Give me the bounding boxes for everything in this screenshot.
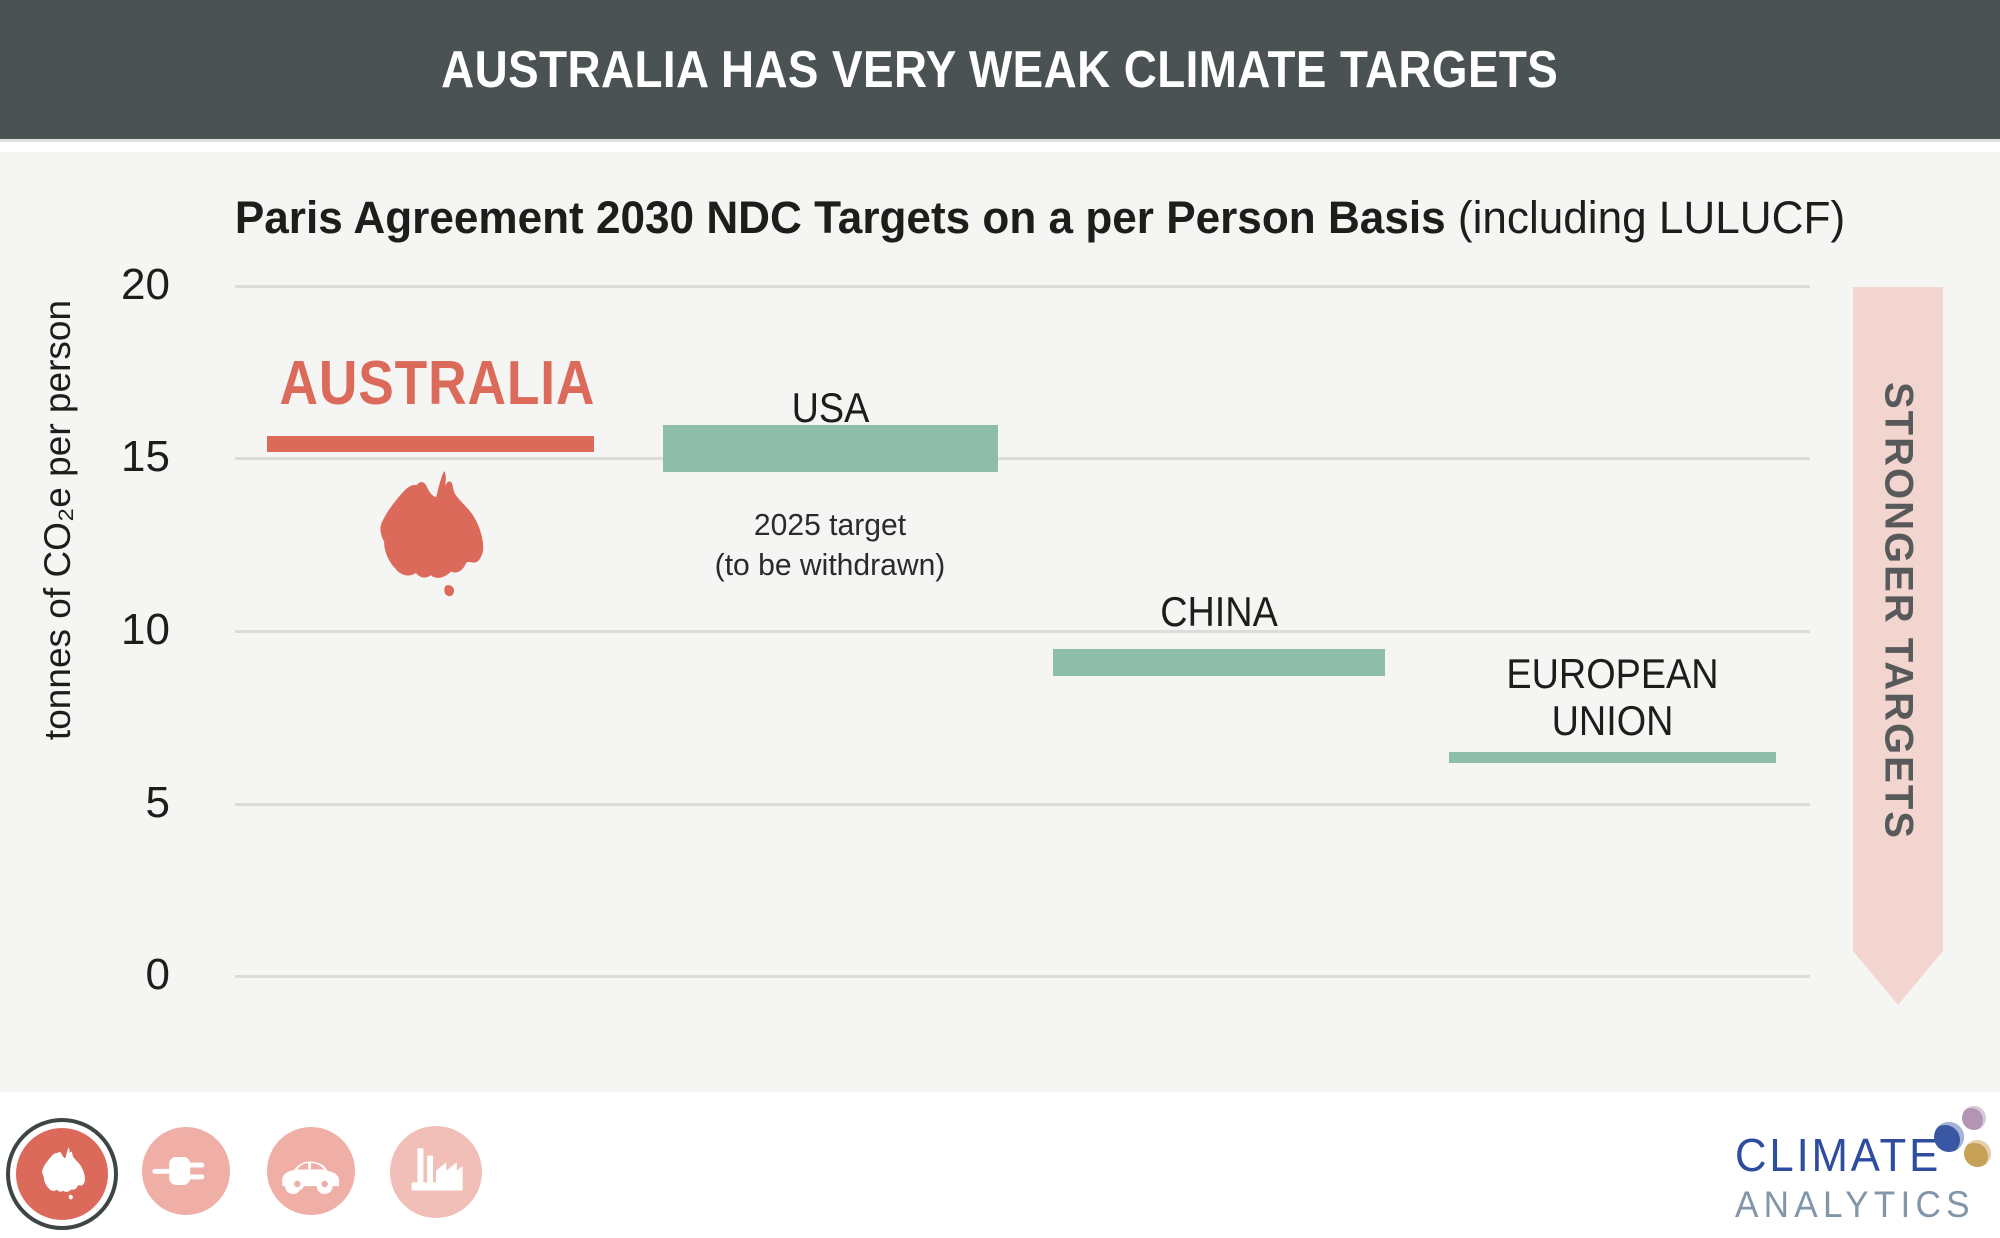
factory-icon xyxy=(390,1126,482,1218)
label-usa: USA xyxy=(791,384,870,431)
globe-gold-icon xyxy=(1964,1140,1991,1167)
label-china: CHINA xyxy=(1160,588,1278,635)
y-tick-10: 10 xyxy=(121,605,170,654)
gridline-0 xyxy=(235,975,1810,978)
bar-european-union xyxy=(1449,752,1776,763)
bar-australia xyxy=(267,436,594,452)
bar-china xyxy=(1053,649,1385,676)
usa-annotation-line1: 2025 target xyxy=(753,507,907,542)
bar-usa xyxy=(663,425,998,472)
label-eu-line1: EUROPEAN xyxy=(1506,650,1719,697)
australia-map-silhouette xyxy=(380,470,484,597)
header-band: AUSTRALIA HAS VERY WEAK CLIMATE TARGETS xyxy=(0,0,2000,139)
page-title: AUSTRALIA HAS VERY WEAK CLIMATE TARGETS xyxy=(441,40,1559,99)
y-tick-15: 15 xyxy=(121,432,170,481)
australia-badge xyxy=(6,1118,118,1230)
car-icon xyxy=(267,1127,355,1215)
climate-analytics-logo: CLIMATE ANALYTICS xyxy=(1735,1128,1985,1226)
stronger-targets-arrow: STRONGER TARGETS xyxy=(1853,287,1943,1005)
y-axis-label: tonnes of CO₂e per person xyxy=(37,299,78,741)
gridline-20 xyxy=(235,285,1810,288)
label-australia: AUSTRALIA xyxy=(279,349,596,418)
stronger-targets-label: STRONGER TARGETS xyxy=(1876,382,1921,840)
usa-annotation-line2: (to be withdrawn) xyxy=(714,546,946,582)
logo-climate-text: CLIMATE xyxy=(1735,1129,1942,1181)
power-plug-icon xyxy=(142,1127,230,1215)
globe-mauve-icon xyxy=(1962,1106,1986,1130)
gridline-5 xyxy=(235,803,1810,806)
logo-analytics-text: ANALYTICS xyxy=(1735,1184,1975,1225)
australia-map-icon xyxy=(16,1128,108,1220)
chart-background xyxy=(0,152,2000,1092)
chart-title-main: Paris Agreement 2030 NDC Targets on a pe… xyxy=(234,192,1446,243)
chart-title-suffix: (including LULUCF) xyxy=(1445,192,1846,243)
chart-title: Paris Agreement 2030 NDC Targets on a pe… xyxy=(178,192,1903,244)
y-tick-20: 20 xyxy=(121,260,170,309)
gridline-15 xyxy=(235,457,1810,460)
label-eu-line2: UNION xyxy=(1551,697,1674,745)
gridline-10 xyxy=(235,630,1810,633)
y-tick-0: 0 xyxy=(145,950,170,999)
globe-blue-icon xyxy=(1934,1122,1964,1152)
usa-annotation: 2025 target (to be withdrawn) xyxy=(617,505,1044,584)
label-european-union: EUROPEAN UNION xyxy=(1465,650,1759,744)
y-tick-5: 5 xyxy=(145,778,170,827)
